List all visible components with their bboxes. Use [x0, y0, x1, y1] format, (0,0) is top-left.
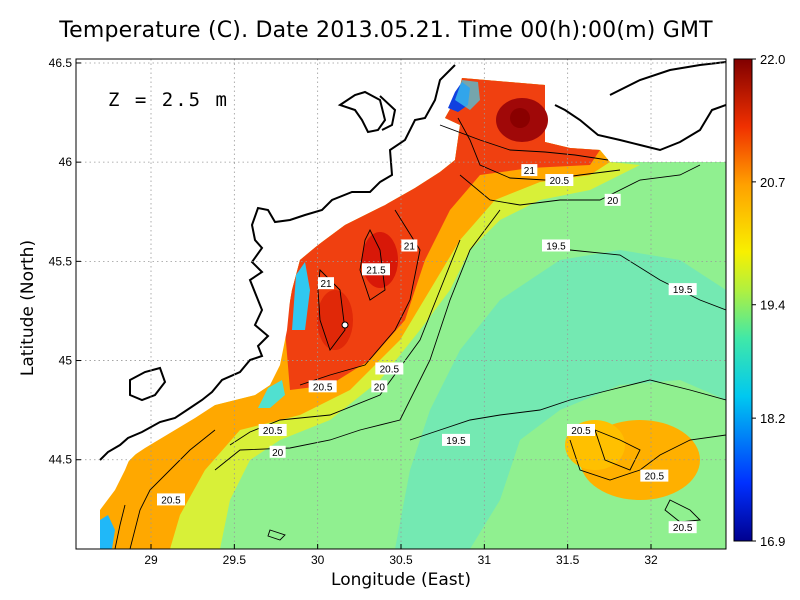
contour-lines	[114, 117, 726, 549]
land-mask	[610, 143, 726, 162]
contour-label-bg	[362, 263, 390, 276]
colorbar-tick-label: 18.2	[760, 411, 785, 426]
contour-label-bg	[401, 239, 418, 252]
contour-label: 20.5	[263, 426, 283, 437]
colorbar	[733, 58, 753, 542]
contour-label-bg	[269, 445, 286, 458]
contour-label: 19.5	[446, 436, 466, 447]
contour-label-bg	[542, 239, 570, 252]
contour-label: 20.5	[645, 472, 665, 483]
y-axis-label: Latitude (North)	[18, 239, 38, 377]
contour-label: 20.5	[161, 495, 181, 506]
cold-spot	[455, 80, 480, 110]
x-tick-label: 29	[144, 553, 158, 567]
y-tick-label: 44.5	[49, 453, 73, 467]
contour-label: 20.5	[313, 382, 333, 393]
contour-label-bg	[668, 283, 697, 296]
x-tick-label: 30.5	[389, 553, 413, 567]
contour-label-bg	[157, 493, 185, 506]
y-tick-label: 46	[59, 155, 73, 169]
hot-band	[285, 78, 600, 390]
contour-label-bg	[668, 521, 697, 534]
y-tick-label: 46.5	[49, 56, 73, 70]
contour-label-bg	[375, 362, 404, 375]
contour-label-bg	[442, 433, 470, 446]
contour-label: 20.5	[380, 364, 400, 375]
contour-label: 20	[272, 448, 284, 459]
contour-label-bg	[318, 277, 334, 290]
x-axis-label: Longitude (East)	[331, 570, 471, 590]
cold-spot	[258, 380, 285, 408]
land-mask	[550, 59, 726, 143]
cold-spot	[292, 262, 310, 330]
contour-label-bg	[604, 193, 621, 206]
warm-core-inner	[510, 108, 530, 128]
contour-label: 20.5	[673, 523, 693, 534]
contour-label-bg	[371, 380, 388, 393]
contour-label-bg	[308, 380, 337, 393]
contour-label-bg	[521, 164, 538, 177]
colorbar-tick-label: 22.0	[760, 52, 785, 67]
contour-label: 21	[524, 166, 536, 177]
coastline	[99, 61, 726, 461]
contour-label: 21	[320, 279, 332, 290]
colorbar-ticks: 22.0 20.7 19.4 18.2 16.9	[752, 52, 785, 549]
x-tick-label: 31	[478, 553, 492, 567]
x-tick-label: 30	[311, 553, 325, 567]
contour-label-bg	[545, 174, 574, 187]
contour-label: 20.5	[550, 176, 570, 187]
x-tick-label: 31.5	[556, 553, 580, 567]
land-point	[341, 321, 349, 329]
contour-label: 20.5	[571, 426, 591, 437]
contour-label: 21	[404, 241, 416, 252]
contour-label: 19.5	[546, 241, 566, 252]
contour-label-bg	[567, 423, 595, 436]
contour-label: 21.5	[366, 265, 386, 276]
colorbar-tick-label: 20.7	[760, 175, 785, 190]
contour-label: 20	[374, 382, 386, 393]
cold-spot	[100, 515, 115, 549]
cool-water-area	[395, 250, 726, 549]
contour-label: 19.5	[673, 285, 693, 296]
depth-label: Z = 2.5 m	[108, 89, 229, 111]
x-tick-label: 29.5	[223, 553, 247, 567]
colorbar-tick-label: 19.4	[760, 298, 785, 313]
colorbar-tick-label: 16.9	[760, 534, 785, 549]
contour-label: 20	[607, 196, 619, 207]
land-mask	[76, 59, 455, 549]
contour-label-bg	[258, 423, 287, 436]
warm-patch	[362, 232, 398, 288]
x-tick-label: 32	[644, 553, 658, 567]
contour-label-bg	[640, 469, 669, 482]
y-tick-label: 45.5	[49, 254, 73, 268]
chart-title: Temperature (C). Date 2013.05.21. Time 0…	[59, 18, 713, 43]
y-tick-label: 45	[59, 354, 73, 368]
x-axis: 29 29.5 30 30.5 31 31.5 32	[144, 544, 658, 567]
warm-patch	[317, 290, 353, 350]
contour-labels: 21 20.5 20 21 21.5 19.5 19.5 21 20.5 20.5 20 20.5 20…	[157, 164, 697, 534]
gridlines	[76, 59, 726, 549]
y-axis: 44.5 45 45.5 46 46.5	[49, 56, 81, 467]
